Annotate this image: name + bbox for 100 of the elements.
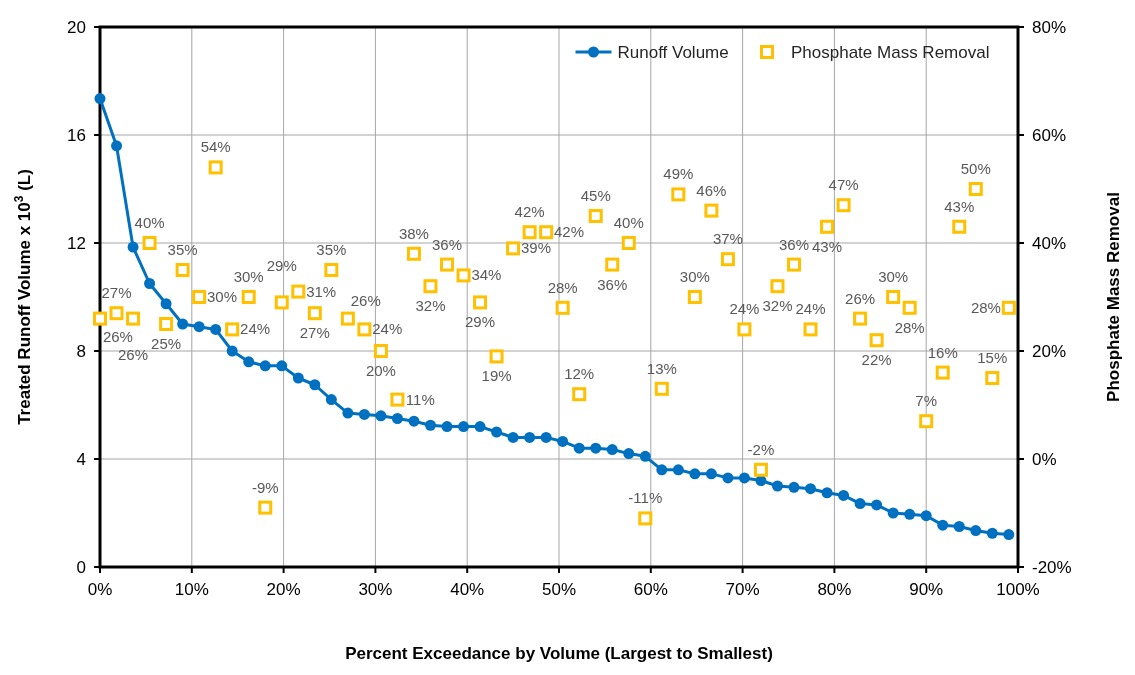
data-label: 39% <box>520 239 552 257</box>
data-label: -2% <box>747 440 775 458</box>
point <box>456 268 471 283</box>
point <box>737 322 752 337</box>
data-label: 27% <box>299 324 330 342</box>
data-label: 15% <box>977 349 1008 366</box>
y2-tick-label: 40% <box>1032 234 1067 253</box>
point <box>904 508 916 520</box>
point <box>753 462 768 477</box>
point <box>821 487 833 499</box>
point <box>524 431 536 443</box>
point <box>871 499 883 511</box>
point <box>192 290 207 304</box>
data-label: 54% <box>200 138 231 156</box>
point <box>458 421 470 433</box>
point <box>391 413 403 424</box>
y-tick-label: 8 <box>76 342 86 361</box>
point <box>722 472 734 484</box>
data-label: 45% <box>580 187 611 204</box>
y-tick-label: 12 <box>67 234 86 253</box>
point <box>656 464 668 476</box>
data-label: 35% <box>316 241 347 258</box>
data-label: 34% <box>471 266 502 284</box>
point <box>340 311 355 326</box>
point <box>292 372 304 384</box>
point <box>623 448 635 460</box>
point <box>259 360 271 372</box>
point <box>704 203 719 218</box>
point <box>507 431 519 443</box>
point <box>590 442 602 454</box>
point <box>935 365 950 380</box>
y-tick-label: 20 <box>67 18 86 37</box>
point <box>489 349 504 364</box>
point <box>177 318 189 330</box>
point <box>375 410 387 422</box>
y2-tick-label: 20% <box>1032 342 1067 361</box>
data-label: 22% <box>861 351 892 369</box>
data-label: 50% <box>960 160 991 177</box>
point <box>771 480 783 492</box>
point <box>985 371 1000 385</box>
y-tick-label: 4 <box>76 450 86 469</box>
point <box>506 241 521 256</box>
point <box>605 257 620 272</box>
point <box>952 219 967 234</box>
data-label: 42% <box>554 223 585 241</box>
data-label: 28% <box>970 298 1001 316</box>
data-label: 16% <box>927 343 958 361</box>
point <box>672 464 684 476</box>
point <box>919 414 934 429</box>
y2-axis-title: Phosphate Mass Removal <box>1104 192 1123 402</box>
data-label: 26% <box>102 327 133 345</box>
point <box>225 322 240 337</box>
point <box>720 252 735 267</box>
point <box>555 300 570 315</box>
point <box>208 160 223 175</box>
data-label: 31% <box>306 282 337 300</box>
point <box>111 140 123 152</box>
point <box>390 392 405 407</box>
data-label: 30% <box>233 268 264 285</box>
point <box>210 323 222 335</box>
data-label: 43% <box>944 197 975 215</box>
x-axis-title: Percent Exceedance by Volume (Largest to Smallest) <box>345 644 773 663</box>
data-label: 28% <box>894 318 925 336</box>
point <box>258 500 273 515</box>
data-label: 24% <box>240 320 271 338</box>
point <box>738 472 750 484</box>
x-tick-label: 50% <box>541 580 577 599</box>
point <box>325 394 337 406</box>
point <box>109 306 124 321</box>
point <box>406 246 421 261</box>
point <box>309 379 321 391</box>
point <box>705 468 717 480</box>
x-tick-label: 80% <box>817 580 852 599</box>
point <box>540 431 552 443</box>
point <box>803 322 818 337</box>
point <box>441 421 453 433</box>
data-label: 27% <box>101 284 132 302</box>
point <box>687 290 702 304</box>
x-tick-label: 20% <box>266 580 301 599</box>
point <box>193 321 205 333</box>
data-label: 28% <box>547 278 578 296</box>
point <box>1003 529 1015 541</box>
data-label: 35% <box>167 241 198 258</box>
point <box>342 407 354 419</box>
x-tick-label: 60% <box>633 580 668 599</box>
point <box>638 511 653 526</box>
point <box>689 468 701 480</box>
point <box>572 387 587 402</box>
point <box>144 278 156 289</box>
data-label: 20% <box>365 362 396 379</box>
data-label: 24% <box>372 320 403 338</box>
point <box>887 507 899 519</box>
x-tick-label: 10% <box>174 580 209 599</box>
point <box>307 306 322 321</box>
point <box>373 344 388 358</box>
point <box>968 182 983 196</box>
point <box>970 525 982 537</box>
point <box>440 257 454 272</box>
data-label: 37% <box>712 230 743 248</box>
data-label: 26% <box>350 291 381 309</box>
